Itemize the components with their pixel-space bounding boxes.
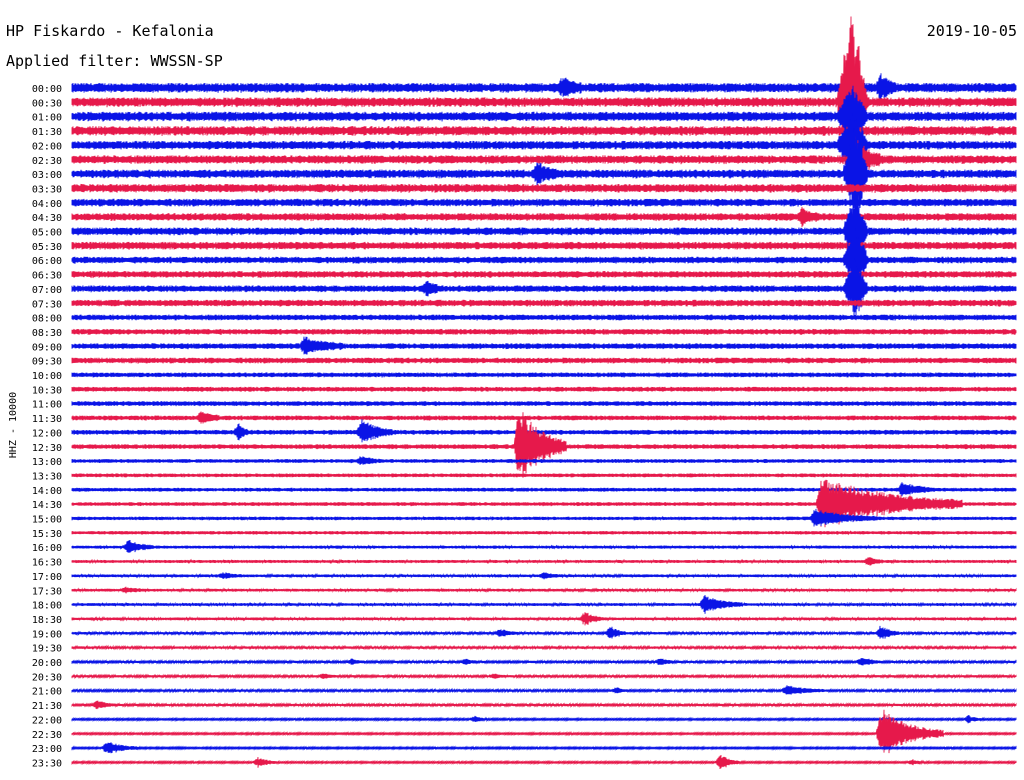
- row-time-label: 23:30: [32, 758, 62, 769]
- trace-line-0100: [71, 85, 1017, 142]
- trace-line-0730: [71, 299, 1017, 307]
- row-time-label: 11:30: [32, 414, 62, 425]
- trace-line-0030: [71, 16, 1017, 165]
- row-time-label: 08:00: [32, 314, 62, 325]
- station-title: HP Fiskardo - Kefalonia: [6, 22, 214, 40]
- trace-line-1700: [71, 572, 1017, 580]
- trace-line-1530: [71, 530, 1017, 536]
- row-time-label: 08:30: [32, 328, 62, 339]
- trace-line-1130: [71, 411, 1017, 424]
- trace-line-0830: [71, 328, 1017, 335]
- trace-line-1430: [71, 479, 1017, 528]
- row-time-label: 22:30: [32, 730, 62, 741]
- trace-line-1300: [71, 456, 1017, 466]
- row-time-label: 14:00: [32, 486, 62, 497]
- row-time-label: 18:00: [32, 601, 62, 612]
- row-time-label: 06:30: [32, 271, 62, 282]
- row-time-label: 17:00: [32, 572, 62, 583]
- trace-line-1400: [71, 482, 1017, 497]
- trace-line-1630: [71, 557, 1017, 566]
- row-time-label: 05:00: [32, 228, 62, 239]
- row-time-label: 04:30: [32, 213, 62, 224]
- row-time-label: 16:00: [32, 543, 62, 554]
- trace-line-2000: [71, 658, 1017, 666]
- row-time-label: 11:00: [32, 400, 62, 411]
- row-time-label: 03:00: [32, 170, 62, 181]
- row-time-label: 21:30: [32, 701, 62, 712]
- trace-line-1600: [71, 539, 1017, 553]
- row-time-label: 09:00: [32, 342, 62, 353]
- row-time-label: 13:00: [32, 457, 62, 468]
- trace-line-0000: [71, 73, 1017, 101]
- trace-line-0130: [71, 126, 1017, 136]
- trace-line-1000: [71, 372, 1017, 378]
- row-time-label: 12:30: [32, 443, 62, 454]
- row-time-label: 17:30: [32, 586, 62, 597]
- row-time-label: 03:30: [32, 184, 62, 195]
- trace-line-2300: [71, 742, 1017, 754]
- trace-line-0330: [71, 183, 1017, 193]
- row-time-label: 07:30: [32, 299, 62, 310]
- row-time-label: 06:00: [32, 256, 62, 267]
- trace-line-2100: [71, 685, 1017, 695]
- trace-line-1500: [71, 508, 1017, 527]
- trace-line-2200: [71, 714, 1017, 724]
- trace-line-0530: [71, 241, 1017, 250]
- trace-line-1930: [71, 644, 1017, 651]
- row-time-label: 14:30: [32, 500, 62, 511]
- row-time-label: 01:30: [32, 127, 62, 138]
- row-time-label: 02:30: [32, 156, 62, 167]
- trace-line-0600: [71, 221, 1017, 296]
- row-time-label: 05:30: [32, 242, 62, 253]
- row-time-label: 02:00: [32, 141, 62, 152]
- row-time-label: 18:30: [32, 615, 62, 626]
- trace-line-1100: [71, 401, 1017, 407]
- row-time-label: 15:30: [32, 529, 62, 540]
- date-label: 2019-10-05: [927, 22, 1017, 40]
- row-time-label: 16:30: [32, 558, 62, 569]
- row-time-label: 09:30: [32, 357, 62, 368]
- trace-line-0400: [71, 198, 1017, 207]
- row-time-label: 07:00: [32, 285, 62, 296]
- row-time-label: 22:00: [32, 715, 62, 726]
- trace-rows: 00:00 00:30 01:00 01:30 02:00 02:30 03:00 03:30…: [32, 16, 1017, 770]
- trace-line-0700: [71, 257, 1017, 318]
- trace-line-1900: [71, 625, 1017, 639]
- trace-line-0500: [71, 194, 1017, 266]
- row-time-label: 19:00: [32, 629, 62, 640]
- row-time-label: 01:00: [32, 113, 62, 124]
- row-time-label: 10:30: [32, 385, 62, 396]
- trace-line-1030: [71, 386, 1017, 392]
- row-time-label: 20:30: [32, 672, 62, 683]
- trace-line-1330: [71, 473, 1017, 478]
- trace-line-2330: [71, 754, 1017, 770]
- row-time-label: 12:00: [32, 428, 62, 439]
- trace-line-0300: [71, 118, 1017, 223]
- trace-line-0430: [71, 206, 1017, 228]
- row-time-label: 23:00: [32, 744, 62, 755]
- trace-line-1730: [71, 586, 1017, 594]
- row-time-label: 00:00: [32, 84, 62, 95]
- trace-line-1830: [71, 612, 1017, 626]
- row-time-label: 04:00: [32, 199, 62, 210]
- row-time-label: 15:00: [32, 515, 62, 526]
- row-time-label: 20:00: [32, 658, 62, 669]
- trace-line-0930: [71, 357, 1017, 364]
- row-time-label: 10:00: [32, 371, 62, 382]
- trace-line-0800: [71, 314, 1017, 321]
- trace-line-0630: [71, 271, 1017, 279]
- trace-line-0900: [71, 336, 1017, 355]
- row-time-label: 00:30: [32, 98, 62, 109]
- row-time-label: 13:30: [32, 471, 62, 482]
- filter-subtitle: Applied filter: WWSSN-SP: [6, 52, 223, 70]
- y-axis-label: HHZ - 10000: [8, 392, 19, 458]
- trace-line-1230: [71, 412, 1017, 478]
- trace-line-2030: [71, 673, 1017, 680]
- row-time-label: 21:00: [32, 687, 62, 698]
- trace-line-2230: [71, 709, 1017, 754]
- row-time-label: 19:30: [32, 644, 62, 655]
- trace-line-1800: [71, 594, 1017, 614]
- trace-line-2130: [71, 700, 1017, 710]
